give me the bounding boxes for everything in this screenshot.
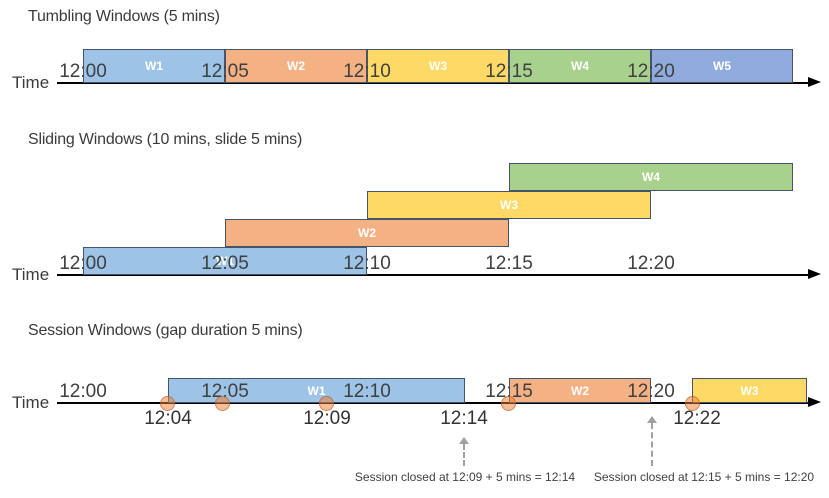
axis-arrowhead-icon-session bbox=[808, 397, 821, 407]
tick-label-session-4: 12:20 bbox=[627, 381, 675, 402]
event-time-label-1: 12:09 bbox=[303, 408, 351, 429]
dashed-arrow-line bbox=[463, 444, 465, 466]
tick-label-session-3: 12:15 bbox=[485, 381, 533, 402]
event-time-label-3: 12:22 bbox=[673, 408, 721, 429]
axis-label-sliding: Time bbox=[12, 265, 50, 284]
diagram-title-tumbling: Tumbling Windows (5 mins) bbox=[28, 8, 220, 25]
time-axis-tumbling bbox=[57, 82, 810, 84]
time-axis-session bbox=[57, 402, 810, 404]
tick-label-tumbling-0: 12:00 bbox=[59, 61, 107, 82]
tick-label-sliding-0: 12:00 bbox=[59, 253, 107, 274]
window-bar-sliding-w3 bbox=[367, 191, 651, 219]
event-dot bbox=[215, 396, 230, 411]
event-dot bbox=[160, 396, 175, 411]
tick-label-tumbling-2: 12:10 bbox=[343, 61, 391, 82]
tick-label-sliding-4: 12:20 bbox=[627, 253, 675, 274]
axis-arrowhead-icon-sliding bbox=[808, 269, 821, 279]
window-label: W4 bbox=[571, 59, 589, 73]
dashed-arrow-line bbox=[651, 423, 653, 466]
tick-label-sliding-2: 12:10 bbox=[343, 253, 391, 274]
window-label: W2 bbox=[571, 383, 589, 398]
window-label: W1 bbox=[307, 383, 326, 398]
tick-label-tumbling-1: 12:05 bbox=[201, 61, 249, 82]
window-bar-tumbling-w2 bbox=[225, 49, 367, 83]
event-dot bbox=[685, 396, 700, 411]
tick-label-session-1: 12:05 bbox=[201, 381, 249, 402]
diagram-title-session: Session Windows (gap duration 5 mins) bbox=[28, 322, 303, 339]
diagram-title-sliding: Sliding Windows (10 mins, slide 5 mins) bbox=[28, 131, 303, 148]
window-label: W3 bbox=[500, 198, 518, 212]
session-annotation: Session closed at 12:15 + 5 mins = 12:20 bbox=[593, 470, 815, 484]
time-axis-sliding bbox=[57, 274, 810, 276]
tick-label-tumbling-4: 12:20 bbox=[627, 61, 675, 82]
window-bar-tumbling-w3 bbox=[367, 49, 509, 83]
event-dot bbox=[319, 396, 334, 411]
event-time-label-2: 12:14 bbox=[440, 408, 488, 429]
tick-label-session-0: 12:00 bbox=[59, 381, 107, 402]
window-bar-tumbling-w4 bbox=[509, 49, 651, 83]
session-annotation: Session closed at 12:09 + 5 mins = 12:14 bbox=[354, 470, 576, 484]
window-bar-sliding-w2 bbox=[225, 219, 509, 247]
tick-label-sliding-1: 12:05 bbox=[201, 253, 249, 274]
window-bar-tumbling-w5 bbox=[651, 49, 793, 83]
axis-arrowhead-icon-tumbling bbox=[808, 77, 821, 87]
window-label: W2 bbox=[287, 59, 305, 73]
axis-label-tumbling: Time bbox=[12, 73, 50, 92]
window-label: W5 bbox=[713, 59, 731, 73]
dashed-arrow-icon bbox=[459, 437, 469, 444]
window-bar-sliding-w4 bbox=[509, 163, 793, 191]
window-bar-tumbling-w1 bbox=[83, 49, 225, 83]
dashed-arrow-icon bbox=[647, 416, 657, 423]
window-label: W2 bbox=[358, 226, 376, 240]
window-label: W1 bbox=[216, 254, 234, 268]
tick-label-sliding-3: 12:15 bbox=[485, 253, 533, 274]
window-label: W4 bbox=[642, 170, 660, 184]
window-label: W3 bbox=[740, 383, 759, 398]
event-time-label-0: 12:04 bbox=[144, 408, 192, 429]
window-bar-sliding-w1 bbox=[83, 247, 367, 275]
window-bar-session-w2 bbox=[509, 378, 651, 403]
event-dot bbox=[501, 396, 516, 411]
window-bar-session-w3 bbox=[692, 378, 807, 403]
axis-label-session: Time bbox=[12, 393, 50, 412]
tick-label-session-2: 12:10 bbox=[343, 381, 391, 402]
window-label: W1 bbox=[145, 59, 163, 73]
tick-label-tumbling-3: 12:15 bbox=[485, 61, 533, 82]
window-label: W3 bbox=[429, 59, 447, 73]
